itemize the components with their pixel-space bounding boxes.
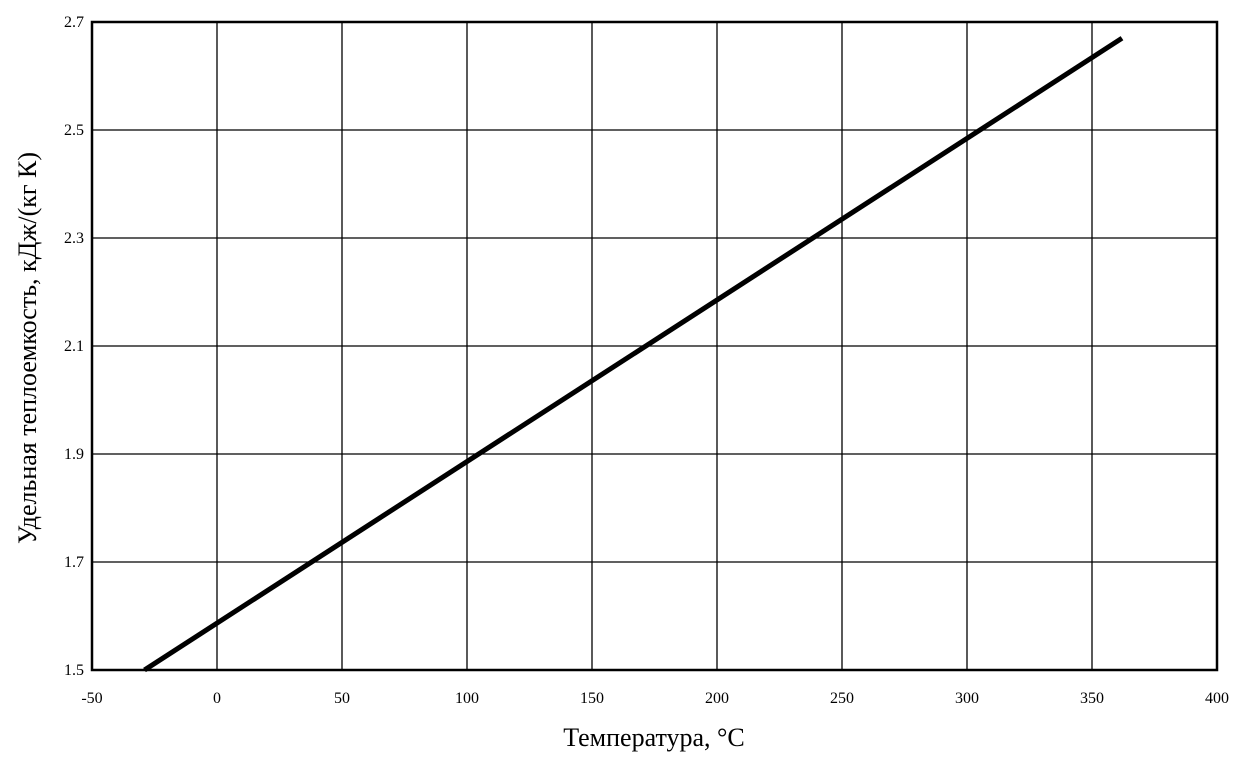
- y-tick-label: 1.7: [64, 554, 84, 571]
- y-tick-label: 1.9: [64, 446, 84, 463]
- x-tick-label: 250: [830, 690, 854, 707]
- x-tick-label: 50: [334, 690, 350, 707]
- series-layer: [143, 36, 1124, 673]
- plot-area-frame: [90, 20, 1219, 672]
- grid: [91, 21, 1218, 671]
- x-axis-title: Температура, °C: [563, 723, 745, 752]
- y-tick-label: 2.7: [64, 14, 84, 31]
- y-axis-title: Удельная теплоемкость, кДж/(кг К): [13, 152, 42, 544]
- x-tick-label: 400: [1205, 690, 1229, 707]
- series-line: [143, 36, 1124, 673]
- x-tick-label: 100: [455, 690, 479, 707]
- x-tick-label: 150: [580, 690, 604, 707]
- x-tick-label: -50: [81, 690, 102, 707]
- x-tick-label: 300: [955, 690, 979, 707]
- x-tick-label: 350: [1080, 690, 1104, 707]
- x-tick-label: 0: [213, 690, 221, 707]
- y-axis-ticks: 1.5 1.7 1.9 2.1 2.3 2.5 2.7: [64, 14, 84, 679]
- y-tick-label: 1.5: [64, 662, 84, 679]
- y-tick-label: 2.3: [64, 230, 84, 247]
- y-tick-label: 2.5: [64, 122, 84, 139]
- y-tick-label: 2.1: [64, 338, 84, 355]
- x-axis-ticks: -50 0 50 100 150 200 250 300 350 400: [81, 690, 1229, 707]
- x-tick-label: 200: [705, 690, 729, 707]
